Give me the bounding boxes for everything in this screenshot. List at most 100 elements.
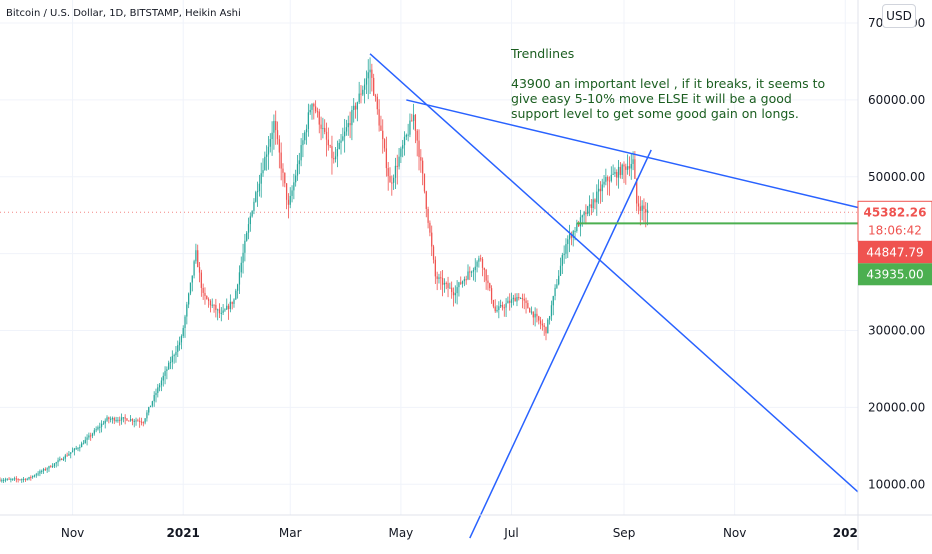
candle-body xyxy=(305,128,308,133)
candle-body xyxy=(79,447,81,449)
candle-body xyxy=(200,272,202,288)
x-tick-label: Jul xyxy=(503,526,518,540)
candle-body xyxy=(48,466,50,469)
candle-body xyxy=(111,418,114,420)
candle-body xyxy=(338,142,340,150)
candle-body xyxy=(387,168,389,177)
candle-body xyxy=(443,282,446,285)
candle-body xyxy=(587,206,589,215)
candle-body xyxy=(24,478,27,480)
candle-body xyxy=(594,199,596,203)
candle-body xyxy=(505,303,507,308)
candle-body xyxy=(554,287,556,297)
candle-body xyxy=(354,105,357,110)
candle-body xyxy=(100,423,103,427)
candle-body xyxy=(242,252,244,263)
candle-body xyxy=(532,311,534,318)
y-tick-label: 20000.00 xyxy=(868,400,925,414)
annotation-note[interactable]: Trendlines 43900 an important level , if… xyxy=(511,46,841,121)
candle-body xyxy=(21,479,23,481)
candle-body xyxy=(507,300,509,304)
candle-body xyxy=(126,418,128,421)
candle-body xyxy=(427,208,429,223)
candle-body xyxy=(541,323,544,326)
candle-body xyxy=(42,468,45,471)
candle-body xyxy=(610,174,612,181)
candle-body xyxy=(646,210,649,213)
candle-body xyxy=(429,222,431,233)
candle-body xyxy=(91,433,94,436)
candle-body xyxy=(503,307,505,309)
candle-body xyxy=(285,183,288,200)
candle-body xyxy=(177,345,179,352)
x-tick-label: Nov xyxy=(723,526,746,540)
candle-body xyxy=(320,124,322,129)
x-tick-label: Nov xyxy=(61,526,84,540)
drawing-layer[interactable] xyxy=(369,53,859,539)
candle-body xyxy=(61,458,63,460)
candle-body xyxy=(311,103,313,110)
candle-body xyxy=(10,478,12,480)
trendline-3[interactable] xyxy=(469,149,652,539)
candle-body xyxy=(273,121,275,133)
candle-body xyxy=(217,309,219,311)
currency-button[interactable]: USD xyxy=(882,4,916,28)
candle-body xyxy=(300,145,302,161)
candle-body xyxy=(469,271,471,273)
symbol-title[interactable]: Bitcoin / U.S. Dollar, 1D, BITSTAMP, Hei… xyxy=(6,8,241,19)
candle-body xyxy=(75,448,77,450)
candle-body xyxy=(296,164,299,176)
candle-body xyxy=(195,250,197,262)
candle-body xyxy=(489,283,491,289)
candle-body xyxy=(139,420,141,422)
candle-body xyxy=(572,231,574,238)
candle-body xyxy=(68,453,70,456)
candle-body xyxy=(376,96,378,110)
candle-body xyxy=(207,299,210,301)
candle-body xyxy=(211,304,213,306)
x-tick-label: 202 xyxy=(833,526,858,540)
trendline-2[interactable] xyxy=(406,99,859,209)
candle-body xyxy=(287,199,290,205)
candle-body xyxy=(347,123,349,128)
candle-body xyxy=(344,131,346,137)
candle-body xyxy=(17,479,19,481)
candle-body xyxy=(625,166,627,170)
candle-body xyxy=(142,422,144,424)
candle-body xyxy=(166,369,168,371)
candle-body xyxy=(71,450,74,453)
candle-body xyxy=(470,271,473,273)
trendline-1[interactable] xyxy=(369,53,859,493)
candle-body xyxy=(617,166,620,178)
candle-body xyxy=(645,209,647,213)
candle-body xyxy=(184,316,186,329)
candle-body xyxy=(481,258,484,268)
candle-body xyxy=(59,458,61,461)
candle-body xyxy=(313,103,315,107)
candle-body xyxy=(318,111,320,125)
candle-body xyxy=(547,319,549,334)
candle-body xyxy=(365,78,368,85)
candle-body xyxy=(452,291,455,296)
candle-body xyxy=(398,156,400,167)
candle-body xyxy=(556,284,558,288)
candle-body xyxy=(371,69,373,78)
candle-body xyxy=(558,275,560,285)
candle-body xyxy=(224,309,226,311)
candle-body xyxy=(550,305,553,317)
candle-body xyxy=(342,136,344,141)
candle-body xyxy=(50,466,52,468)
candle-body xyxy=(233,299,235,304)
candle-body xyxy=(416,130,418,141)
candle-body xyxy=(88,435,90,438)
candle-body xyxy=(307,112,310,129)
candle-body xyxy=(333,158,335,160)
candle-body xyxy=(108,417,110,420)
candle-body xyxy=(275,121,277,131)
candle-body xyxy=(57,460,59,463)
candle-body xyxy=(561,255,563,266)
candle-body xyxy=(565,244,567,254)
candle-body xyxy=(576,223,578,231)
